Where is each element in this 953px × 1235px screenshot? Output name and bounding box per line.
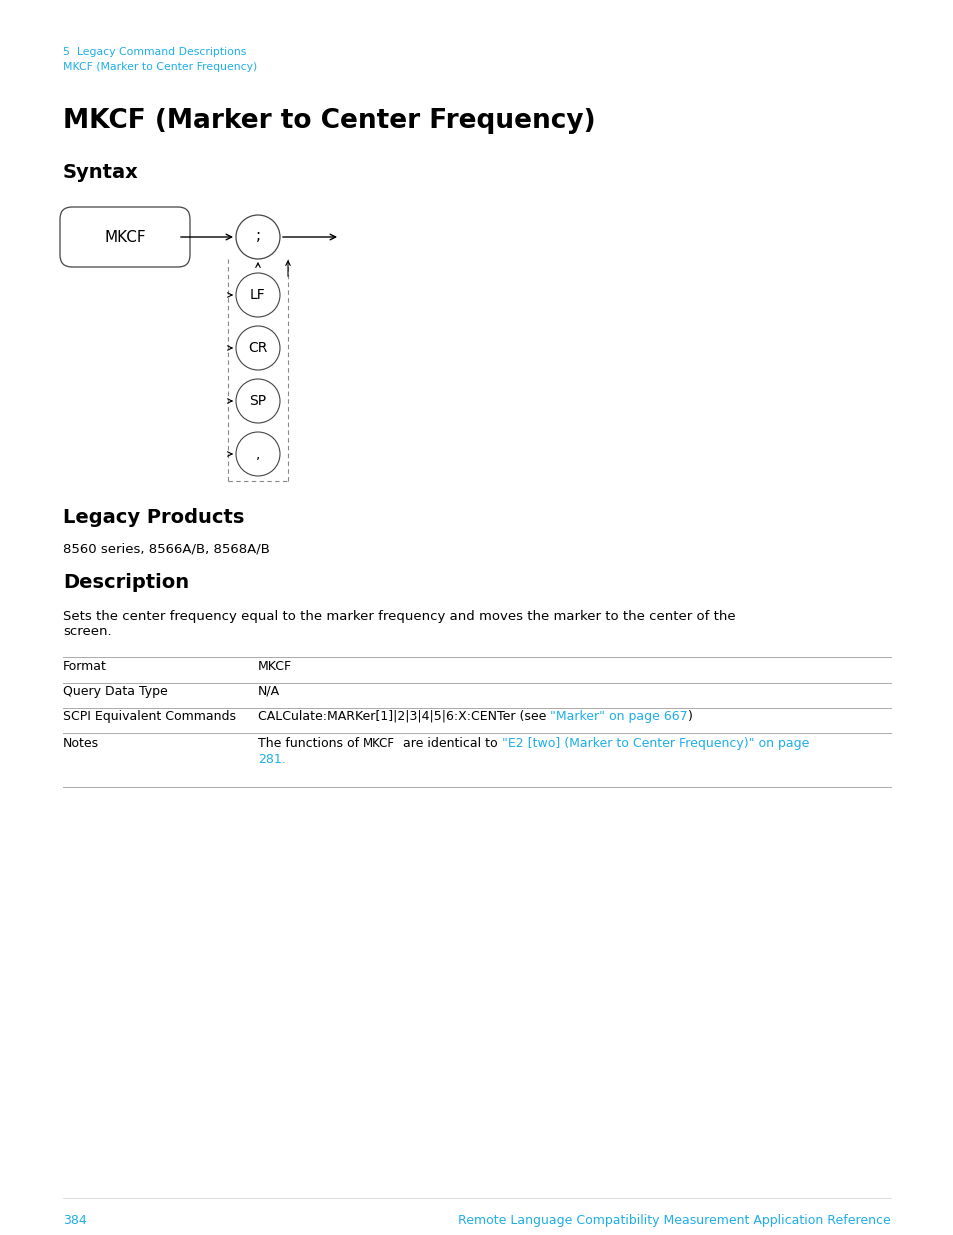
- Text: ,: ,: [255, 447, 260, 461]
- Text: "E2 [two] (Marker to Center Frequency)" on page: "E2 [two] (Marker to Center Frequency)" …: [501, 737, 808, 750]
- Text: SCPI Equivalent Commands: SCPI Equivalent Commands: [63, 710, 235, 722]
- Text: MKCF (Marker to Center Frequency): MKCF (Marker to Center Frequency): [63, 62, 257, 72]
- Text: Notes: Notes: [63, 737, 99, 750]
- Text: Query Data Type: Query Data Type: [63, 685, 168, 698]
- Text: MKCF: MKCF: [257, 659, 292, 673]
- Text: MKCF (Marker to Center Frequency): MKCF (Marker to Center Frequency): [63, 107, 595, 135]
- Text: 8560 series, 8566A/B, 8568A/B: 8560 series, 8566A/B, 8568A/B: [63, 543, 270, 556]
- Text: The functions of: The functions of: [257, 737, 363, 750]
- Text: Syntax: Syntax: [63, 163, 138, 182]
- Text: screen.: screen.: [63, 625, 112, 638]
- Text: 5  Legacy Command Descriptions: 5 Legacy Command Descriptions: [63, 47, 246, 57]
- Text: 384: 384: [63, 1214, 87, 1228]
- Text: Legacy Products: Legacy Products: [63, 508, 244, 527]
- Text: Remote Language Compatibility Measurement Application Reference: Remote Language Compatibility Measuremen…: [457, 1214, 890, 1228]
- Text: ): ): [687, 710, 692, 722]
- Text: Format: Format: [63, 659, 107, 673]
- Text: Sets the center frequency equal to the marker frequency and moves the marker to : Sets the center frequency equal to the m…: [63, 610, 735, 622]
- Text: are identical to: are identical to: [395, 737, 501, 750]
- Text: CALCulate:MARKer[1]|2|3|4|5|6:X:CENTer (see: CALCulate:MARKer[1]|2|3|4|5|6:X:CENTer (…: [257, 710, 550, 722]
- FancyBboxPatch shape: [60, 207, 190, 267]
- Text: N/A: N/A: [257, 685, 280, 698]
- Text: LF: LF: [250, 288, 266, 303]
- Text: ;: ;: [255, 228, 260, 243]
- Text: Description: Description: [63, 573, 189, 592]
- Text: MKCF: MKCF: [104, 230, 146, 245]
- Text: SP: SP: [249, 394, 266, 408]
- Text: MKCF: MKCF: [363, 737, 395, 750]
- Text: 281.: 281.: [257, 753, 286, 766]
- Text: "Marker" on page 667: "Marker" on page 667: [550, 710, 687, 722]
- Text: CR: CR: [248, 341, 268, 354]
